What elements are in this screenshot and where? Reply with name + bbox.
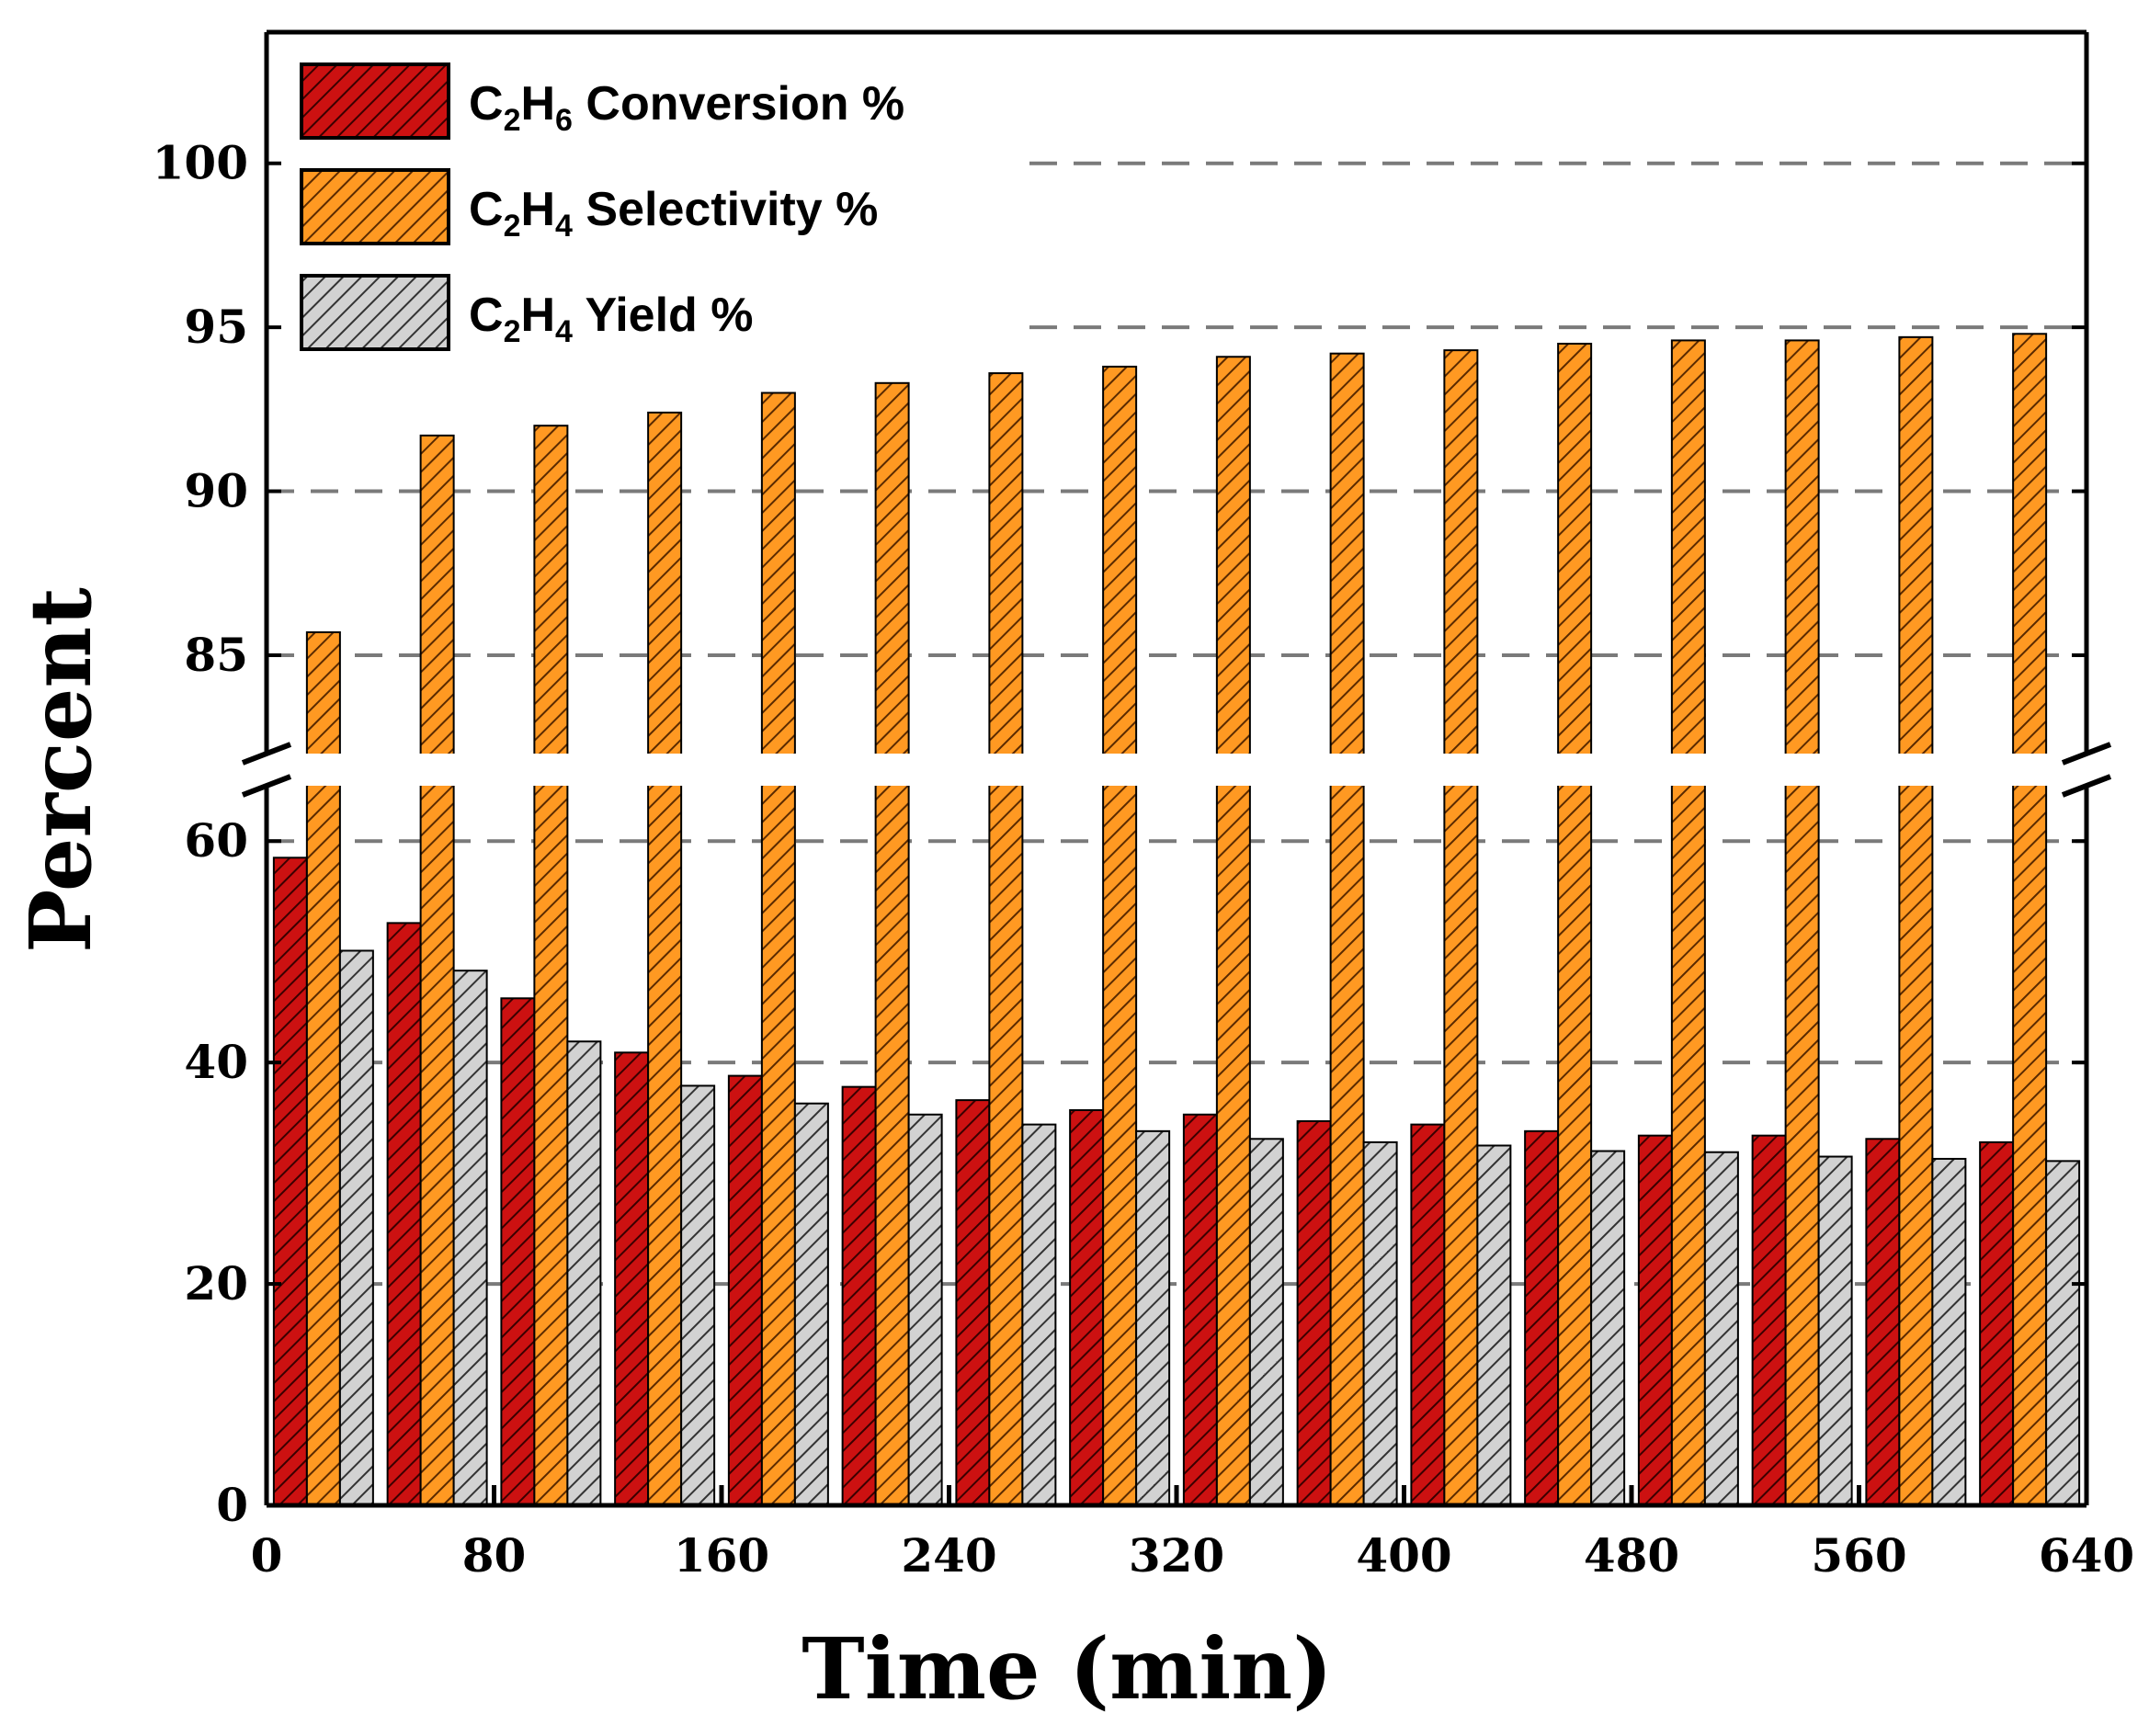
bars xyxy=(272,333,2081,1507)
bar-selectivity xyxy=(2012,333,2048,1507)
bar-conversion xyxy=(727,1074,763,1507)
bar-selectivity xyxy=(533,425,569,1507)
bar-yield xyxy=(452,970,488,1506)
bar-yield xyxy=(2045,1160,2081,1506)
x-axis-title: Time (min) xyxy=(802,1619,1333,1719)
plot-frame xyxy=(241,29,2112,1508)
bar-conversion xyxy=(1865,1138,1901,1507)
bar-selectivity xyxy=(1215,356,1251,1506)
bar-selectivity xyxy=(1329,352,1365,1507)
bar-yield xyxy=(1021,1123,1057,1506)
legend-label: C2H4 Selectivity % xyxy=(469,183,878,244)
bar-conversion xyxy=(614,1051,650,1506)
bar-yield xyxy=(1476,1144,1512,1506)
x-tick-label: 480 xyxy=(1584,1528,1679,1583)
bar-yield xyxy=(1817,1155,1853,1506)
legend-label: C2H4 Yield % xyxy=(469,289,754,349)
bar-selectivity xyxy=(1784,339,1820,1507)
bar-yield xyxy=(1931,1157,1967,1507)
legend-swatch xyxy=(300,168,450,245)
y-tick-label: 85 xyxy=(184,628,248,682)
legend: C2H6 Conversion % C2H4 Selectivity % C2H4 … xyxy=(300,62,904,351)
axis-break-gap xyxy=(265,754,2088,786)
bar-selectivity xyxy=(1443,349,1479,1506)
bar-conversion xyxy=(500,997,536,1506)
bar-conversion xyxy=(1069,1108,1105,1506)
bar-conversion xyxy=(1751,1134,1787,1506)
bar-selectivity xyxy=(874,381,910,1507)
bar-conversion xyxy=(1524,1129,1560,1506)
bar-selectivity xyxy=(988,372,1024,1506)
bar-yield xyxy=(907,1113,943,1506)
x-tick-label: 640 xyxy=(2039,1528,2134,1583)
bar-yield xyxy=(1703,1151,1739,1506)
y-tick-label: 90 xyxy=(184,464,248,518)
y-tick-label: 95 xyxy=(184,300,248,354)
bar-yield xyxy=(1248,1138,1284,1507)
bar-selectivity xyxy=(1557,342,1593,1506)
x-tick-label: 400 xyxy=(1356,1528,1451,1583)
axis-break-mark-left xyxy=(241,774,292,798)
y-tick-label: 40 xyxy=(184,1035,248,1089)
legend-swatch xyxy=(300,274,450,351)
axis-break-mark-right xyxy=(2061,774,2112,798)
bar-conversion xyxy=(272,857,308,1506)
legend-label: C2H6 Conversion % xyxy=(469,77,904,138)
bar-yield xyxy=(1135,1129,1171,1506)
bar-yield xyxy=(680,1084,716,1507)
x-tick-label: 240 xyxy=(901,1528,996,1583)
x-tick-label: 560 xyxy=(1811,1528,1906,1583)
axis-ticks: 0 20 40 60 85 90 95 100 0 80 160 240 320 400 480 560 640 xyxy=(153,136,2135,1583)
bar-selectivity xyxy=(1898,335,1934,1506)
legend-swatch xyxy=(300,62,450,140)
bar-conversion xyxy=(1182,1113,1218,1506)
axis-break-mark-left xyxy=(241,742,292,766)
axis-break-mark-right xyxy=(2061,742,2112,766)
x-tick-label: 160 xyxy=(674,1528,769,1583)
bar-conversion xyxy=(1637,1134,1673,1506)
y-tick-label: 60 xyxy=(184,813,248,868)
bar-conversion xyxy=(955,1099,991,1506)
bar-yield xyxy=(1590,1150,1626,1506)
x-tick-label: 320 xyxy=(1129,1528,1224,1583)
bar-selectivity xyxy=(647,411,683,1507)
bar-selectivity xyxy=(1670,339,1706,1507)
bar-yield xyxy=(338,949,374,1506)
bar-yield xyxy=(793,1102,829,1506)
bar-conversion xyxy=(1296,1119,1332,1506)
bar-yield xyxy=(566,1040,602,1506)
y-tick-label: 100 xyxy=(153,136,248,190)
bar-conversion xyxy=(841,1085,877,1506)
x-tick-label: 80 xyxy=(462,1528,527,1583)
bar-selectivity xyxy=(760,391,796,1506)
y-tick-label: 20 xyxy=(184,1256,248,1311)
bar-conversion xyxy=(1410,1123,1446,1506)
bar-selectivity xyxy=(1102,365,1138,1506)
y-axis-title: Percent xyxy=(11,587,110,953)
bar-yield xyxy=(1362,1140,1398,1506)
bar-selectivity xyxy=(419,434,455,1506)
x-tick-label: 0 xyxy=(251,1528,283,1583)
bar-conversion xyxy=(386,922,422,1506)
bar-conversion xyxy=(1979,1140,2015,1506)
y-tick-label: 0 xyxy=(216,1478,248,1532)
